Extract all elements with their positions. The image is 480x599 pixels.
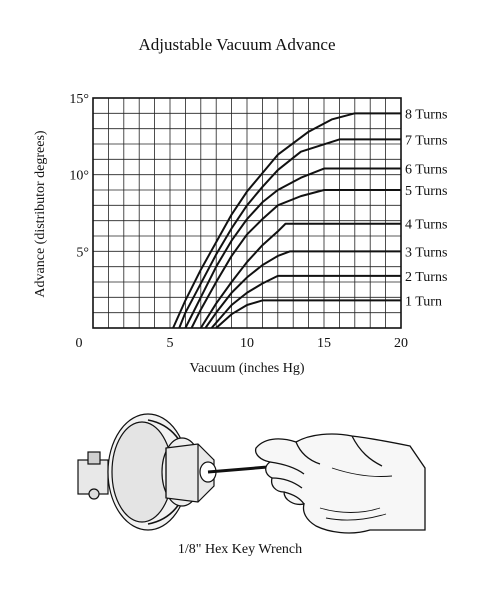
series-label: 4 Turns — [405, 218, 447, 233]
series-label: 7 Turns — [405, 133, 447, 148]
series-line — [184, 167, 401, 329]
series-line — [199, 222, 401, 329]
vacuum-canister-icon — [77, 413, 217, 531]
chart-title: Adjustable Vacuum Advance — [138, 35, 335, 54]
series-label: 3 Turns — [405, 245, 447, 260]
x-tick-label: 0 — [76, 336, 83, 351]
chart-curves — [172, 112, 401, 329]
series-line — [204, 250, 401, 329]
vacuum-advance-chart: Adjustable Vacuum Advance 0 5 10 15 20 5° 10°… — [33, 35, 447, 376]
y-tick-label: 15° — [69, 92, 89, 107]
y-tick-label: 5° — [76, 245, 89, 260]
x-tick-label: 5 — [167, 336, 174, 351]
x-tick-label: 10 — [240, 336, 254, 351]
hand-icon — [254, 433, 426, 534]
x-tick-labels: 0 5 10 15 20 — [76, 336, 409, 351]
y-tick-labels: 5° 10° 15° — [69, 92, 89, 260]
wrench-caption: 1/8" Hex Key Wrench — [177, 542, 303, 557]
series-label: 6 Turns — [405, 163, 447, 178]
series-label: 5 Turns — [405, 184, 447, 199]
series-line — [190, 189, 401, 329]
series-line — [172, 112, 401, 329]
series-label: 8 Turns — [405, 107, 447, 122]
series-labels: 1 Turn 2 Turns 3 Turns 4 Turns 5 Turns 6 Turn… — [405, 107, 447, 309]
y-tick-label: 10° — [69, 169, 89, 184]
hex-key-wrench-illustration — [77, 413, 426, 534]
y-axis-label: Advance (distributor degrees) — [33, 130, 48, 297]
x-tick-label: 15 — [317, 336, 331, 351]
series-line — [210, 274, 401, 329]
series-line — [215, 299, 401, 329]
series-label: 2 Turns — [405, 270, 447, 285]
x-tick-label: 20 — [394, 336, 408, 351]
series-label: 1 Turn — [405, 294, 442, 309]
x-axis-label: Vacuum (inches Hg) — [189, 361, 304, 376]
series-line — [178, 138, 401, 329]
plot-frame — [92, 97, 402, 329]
